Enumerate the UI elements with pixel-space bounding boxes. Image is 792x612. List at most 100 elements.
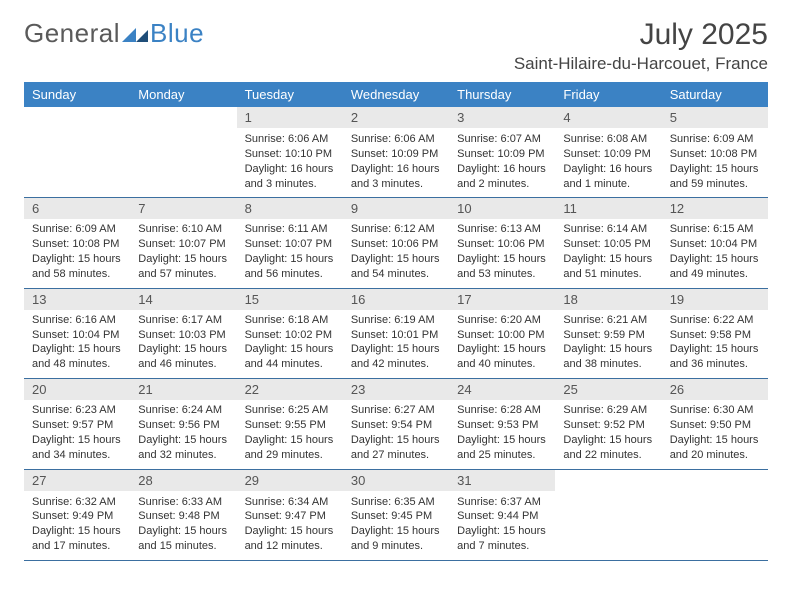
sunrise: Sunrise: 6:07 AM <box>457 132 551 147</box>
day-info: Sunrise: 6:13 AMSunset: 10:06 PMDaylight… <box>449 219 555 287</box>
calendar-cell: Sunrise: 6:09 AMSunset: 10:08 PMDaylight… <box>662 129 768 197</box>
logo-text-2: Blue <box>150 18 204 49</box>
sunset: Sunset: 10:06 PM <box>351 237 445 252</box>
day-number: 25 <box>555 379 661 400</box>
day-info: Sunrise: 6:29 AMSunset: 9:52 PMDaylight:… <box>555 400 661 468</box>
day-number: 30 <box>343 470 449 491</box>
sunrise: Sunrise: 6:10 AM <box>138 222 232 237</box>
day-info: Sunrise: 6:11 AMSunset: 10:07 PMDaylight… <box>237 219 343 287</box>
daylight: Daylight: 15 hours and 38 minutes. <box>563 342 657 372</box>
day-number: 14 <box>130 289 236 310</box>
sunset: Sunset: 10:03 PM <box>138 328 232 343</box>
day-info: Sunrise: 6:18 AMSunset: 10:02 PMDaylight… <box>237 310 343 378</box>
day-info: Sunrise: 6:37 AMSunset: 9:44 PMDaylight:… <box>449 492 555 560</box>
day-number-empty <box>555 470 661 492</box>
daylight: Daylight: 16 hours and 2 minutes. <box>457 162 551 192</box>
dow-thursday: Thursday <box>449 82 555 107</box>
daylight: Daylight: 15 hours and 15 minutes. <box>138 524 232 554</box>
dow-friday: Friday <box>555 82 661 107</box>
daylight: Daylight: 15 hours and 54 minutes. <box>351 252 445 282</box>
dow-tuesday: Tuesday <box>237 82 343 107</box>
sunset: Sunset: 10:07 PM <box>245 237 339 252</box>
daylight: Daylight: 16 hours and 3 minutes. <box>245 162 339 192</box>
day-number: 8 <box>237 198 343 219</box>
day-number: 15 <box>237 289 343 310</box>
calendar-cell <box>130 129 236 197</box>
day-number: 12 <box>662 198 768 219</box>
calendar-cell: Sunrise: 6:18 AMSunset: 10:02 PMDaylight… <box>237 310 343 378</box>
sunrise: Sunrise: 6:15 AM <box>670 222 764 237</box>
sunrise: Sunrise: 6:27 AM <box>351 403 445 418</box>
day-number: 13 <box>24 289 130 310</box>
sunrise: Sunrise: 6:06 AM <box>245 132 339 147</box>
sunrise: Sunrise: 6:17 AM <box>138 313 232 328</box>
day-info: Sunrise: 6:23 AMSunset: 9:57 PMDaylight:… <box>24 400 130 468</box>
sunset: Sunset: 10:01 PM <box>351 328 445 343</box>
sunset: Sunset: 9:56 PM <box>138 418 232 433</box>
day-number: 1 <box>237 107 343 128</box>
calendar-cell: Sunrise: 6:10 AMSunset: 10:07 PMDaylight… <box>130 219 236 287</box>
day-info: Sunrise: 6:32 AMSunset: 9:49 PMDaylight:… <box>24 492 130 560</box>
day-info: Sunrise: 6:34 AMSunset: 9:47 PMDaylight:… <box>237 492 343 560</box>
sunset: Sunset: 9:44 PM <box>457 509 551 524</box>
day-number: 22 <box>237 379 343 400</box>
sunrise: Sunrise: 6:11 AM <box>245 222 339 237</box>
day-info: Sunrise: 6:27 AMSunset: 9:54 PMDaylight:… <box>343 400 449 468</box>
calendar-cell: Sunrise: 6:33 AMSunset: 9:48 PMDaylight:… <box>130 492 236 560</box>
day-number: 5 <box>662 107 768 128</box>
day-info: Sunrise: 6:16 AMSunset: 10:04 PMDaylight… <box>24 310 130 378</box>
day-info: Sunrise: 6:06 AMSunset: 10:09 PMDaylight… <box>343 129 449 197</box>
sunset: Sunset: 10:05 PM <box>563 237 657 252</box>
sunset: Sunset: 9:48 PM <box>138 509 232 524</box>
day-info: Sunrise: 6:19 AMSunset: 10:01 PMDaylight… <box>343 310 449 378</box>
calendar-cell: Sunrise: 6:37 AMSunset: 9:44 PMDaylight:… <box>449 492 555 560</box>
calendar-cell <box>555 492 661 560</box>
day-info: Sunrise: 6:35 AMSunset: 9:45 PMDaylight:… <box>343 492 449 560</box>
calendar: SundayMondayTuesdayWednesdayThursdayFrid… <box>24 82 768 561</box>
sunrise: Sunrise: 6:28 AM <box>457 403 551 418</box>
logo-mark-icon <box>122 22 148 42</box>
day-number: 10 <box>449 198 555 219</box>
day-info: Sunrise: 6:06 AMSunset: 10:10 PMDaylight… <box>237 129 343 197</box>
calendar-cell: Sunrise: 6:20 AMSunset: 10:00 PMDaylight… <box>449 310 555 378</box>
day-info: Sunrise: 6:09 AMSunset: 10:08 PMDaylight… <box>24 219 130 287</box>
day-info: Sunrise: 6:33 AMSunset: 9:48 PMDaylight:… <box>130 492 236 560</box>
sunrise: Sunrise: 6:37 AM <box>457 495 551 510</box>
daylight: Daylight: 15 hours and 57 minutes. <box>138 252 232 282</box>
sunrise: Sunrise: 6:18 AM <box>245 313 339 328</box>
dow-monday: Monday <box>130 82 236 107</box>
header: General Blue July 2025 Saint-Hilaire-du-… <box>24 18 768 74</box>
sunset: Sunset: 10:09 PM <box>563 147 657 162</box>
daylight: Daylight: 15 hours and 53 minutes. <box>457 252 551 282</box>
sunset: Sunset: 10:09 PM <box>457 147 551 162</box>
day-number: 18 <box>555 289 661 310</box>
day-number: 29 <box>237 470 343 491</box>
calendar-cell: Sunrise: 6:06 AMSunset: 10:09 PMDaylight… <box>343 129 449 197</box>
sunset: Sunset: 10:08 PM <box>670 147 764 162</box>
daylight: Daylight: 15 hours and 36 minutes. <box>670 342 764 372</box>
daylight: Daylight: 15 hours and 32 minutes. <box>138 433 232 463</box>
daylight: Daylight: 15 hours and 44 minutes. <box>245 342 339 372</box>
day-number: 2 <box>343 107 449 128</box>
daylight: Daylight: 15 hours and 20 minutes. <box>670 433 764 463</box>
sunset: Sunset: 9:45 PM <box>351 509 445 524</box>
daylight: Daylight: 15 hours and 46 minutes. <box>138 342 232 372</box>
day-number-empty <box>662 470 768 492</box>
sunrise: Sunrise: 6:30 AM <box>670 403 764 418</box>
daylight: Daylight: 15 hours and 12 minutes. <box>245 524 339 554</box>
calendar-cell <box>24 129 130 197</box>
sunrise: Sunrise: 6:23 AM <box>32 403 126 418</box>
sunset: Sunset: 9:49 PM <box>32 509 126 524</box>
day-number-empty <box>130 107 236 129</box>
sunrise: Sunrise: 6:16 AM <box>32 313 126 328</box>
sunrise: Sunrise: 6:13 AM <box>457 222 551 237</box>
sunrise: Sunrise: 6:20 AM <box>457 313 551 328</box>
calendar-cell: Sunrise: 6:34 AMSunset: 9:47 PMDaylight:… <box>237 492 343 560</box>
sunset: Sunset: 10:04 PM <box>32 328 126 343</box>
day-number: 16 <box>343 289 449 310</box>
logo: General Blue <box>24 18 204 49</box>
sunrise: Sunrise: 6:33 AM <box>138 495 232 510</box>
calendar-cell: Sunrise: 6:06 AMSunset: 10:10 PMDaylight… <box>237 129 343 197</box>
calendar-cell: Sunrise: 6:29 AMSunset: 9:52 PMDaylight:… <box>555 400 661 468</box>
sunrise: Sunrise: 6:12 AM <box>351 222 445 237</box>
